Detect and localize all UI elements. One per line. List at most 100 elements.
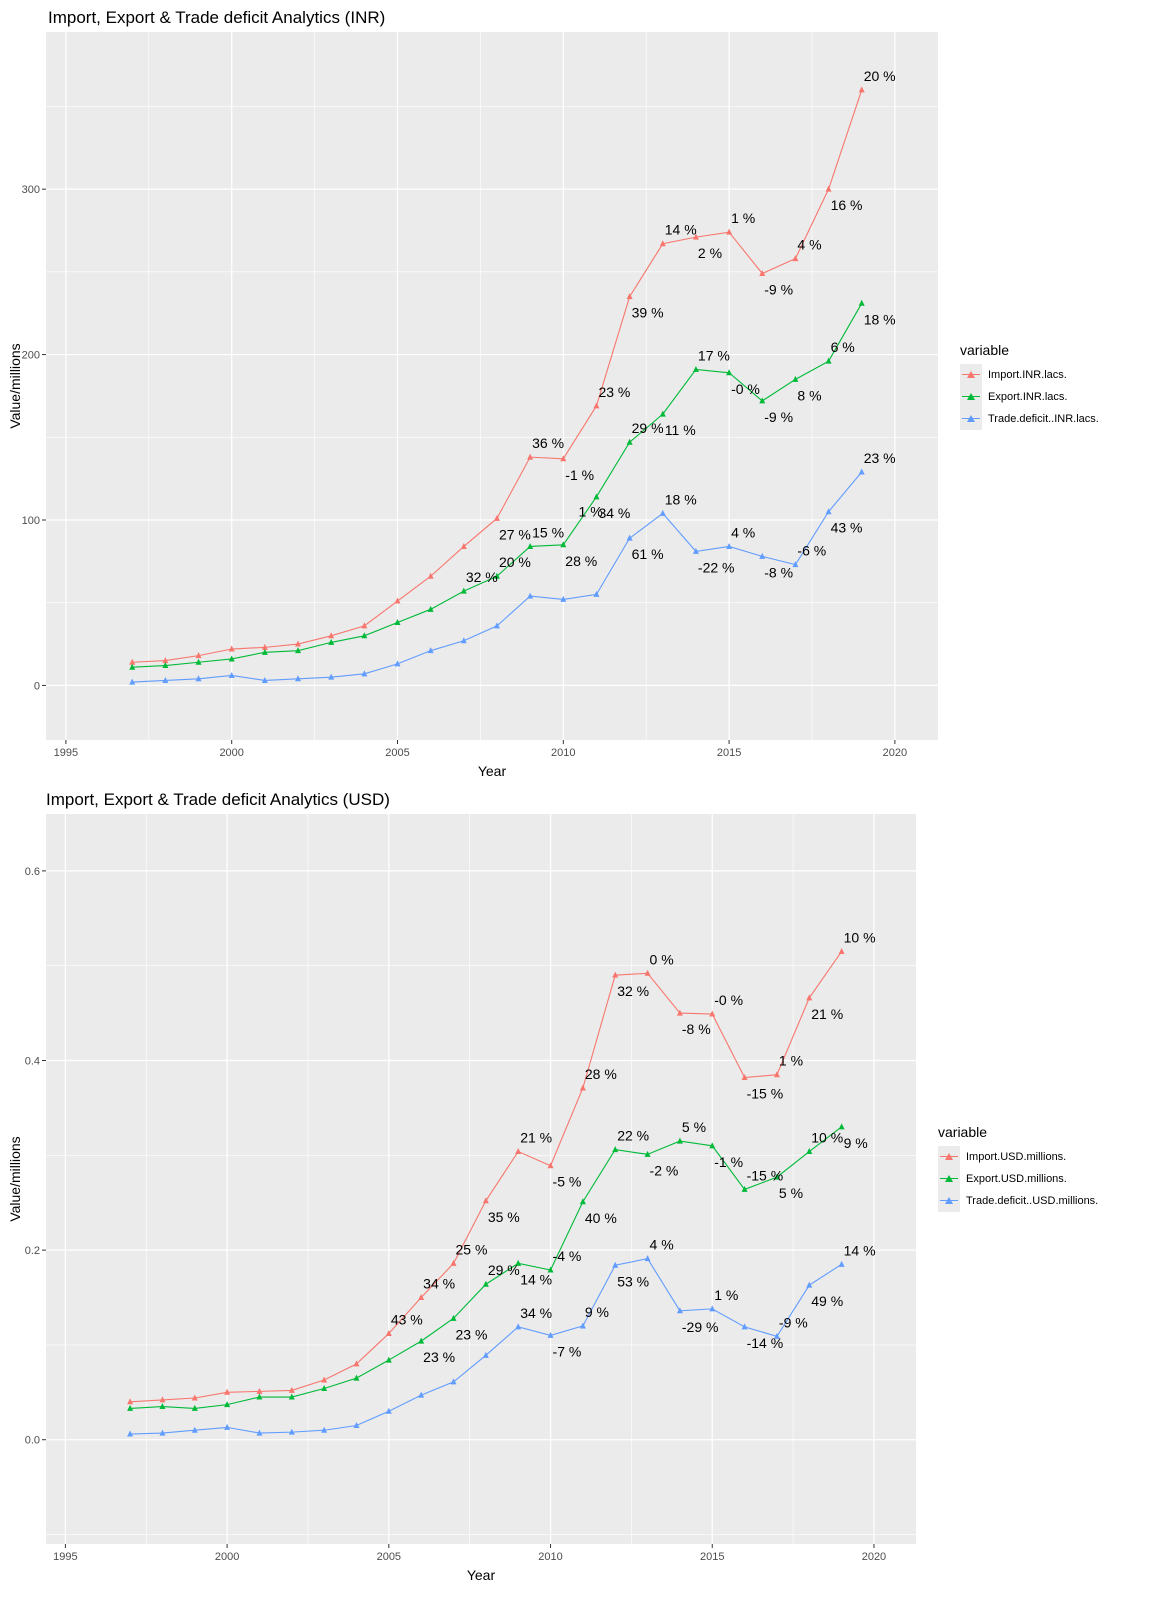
chart-title: Import, Export & Trade deficit Analytics…: [46, 790, 390, 809]
data-label: 21 %: [520, 1130, 552, 1146]
data-label: 22 %: [617, 1128, 649, 1144]
data-point: [427, 572, 434, 579]
data-label: -8 %: [764, 564, 793, 580]
legend-item-trade-deficit: Trade.deficit..INR.lacs.: [960, 408, 1099, 430]
data-label: 20 %: [864, 68, 896, 84]
data-label: 28 %: [565, 553, 597, 569]
data-point: [195, 652, 202, 659]
data-point: [460, 637, 467, 644]
data-point: [385, 1330, 392, 1337]
data-label: 6 %: [831, 339, 855, 355]
data-point: [579, 1322, 586, 1329]
data-label: 9 %: [585, 1304, 609, 1320]
data-point: [321, 1376, 328, 1383]
legend-label: Import.INR.lacs.: [988, 369, 1067, 381]
data-point: [838, 1260, 845, 1267]
data-point: [394, 597, 401, 604]
y-axis-title: Value/millions: [7, 343, 23, 428]
data-point: [261, 648, 268, 655]
y-tick-label: 0.6: [25, 866, 40, 878]
data-label: -7 %: [553, 1343, 582, 1359]
data-label: -14 %: [747, 1335, 784, 1351]
plot-panel: [46, 32, 938, 740]
data-point: [321, 1385, 328, 1392]
legend-item-export: Export.USD.millions.: [938, 1168, 1098, 1190]
data-label: 5 %: [682, 1119, 706, 1135]
data-point: [427, 605, 434, 612]
data-point: [676, 1009, 683, 1016]
data-point: [806, 1148, 813, 1155]
data-point: [626, 534, 633, 541]
data-point: [228, 645, 235, 652]
data-point: [593, 590, 600, 597]
data-label: -1 %: [714, 1154, 743, 1170]
y-tick-label: 300: [22, 184, 40, 196]
data-point: [692, 547, 699, 554]
data-label: 4 %: [797, 237, 821, 253]
data-point: [493, 622, 500, 629]
data-label: 34 %: [423, 1276, 455, 1292]
data-label: 23 %: [423, 1349, 455, 1365]
data-point: [361, 622, 368, 629]
data-point: [612, 971, 619, 978]
data-label: 1 %: [579, 504, 603, 520]
chart-title: Import, Export & Trade deficit Analytics…: [48, 8, 386, 27]
data-point: [792, 561, 799, 568]
data-label: -0 %: [714, 992, 743, 1008]
data-label: -2 %: [650, 1162, 679, 1178]
legend-key-export: [960, 386, 982, 408]
data-point: [129, 678, 136, 685]
data-point: [195, 658, 202, 665]
x-tick-label: 2005: [377, 1551, 401, 1563]
data-point: [361, 632, 368, 639]
data-point: [515, 1323, 522, 1330]
data-point: [659, 240, 666, 247]
data-point: [527, 542, 534, 549]
x-tick-label: 2020: [883, 747, 907, 759]
data-label: 5 %: [779, 1185, 803, 1201]
data-point: [195, 675, 202, 682]
data-label: 11 %: [665, 422, 696, 438]
data-label: 40 %: [585, 1210, 617, 1226]
data-point: [224, 1423, 231, 1430]
data-label: 17 %: [698, 347, 730, 363]
legend-label: Export.USD.millions.: [966, 1173, 1067, 1185]
data-point: [385, 1356, 392, 1363]
data-point: [450, 1314, 457, 1321]
data-point: [385, 1407, 392, 1414]
data-point: [659, 410, 666, 417]
data-label: -6 %: [797, 543, 826, 559]
data-point: [726, 542, 733, 549]
legend-title: variable: [960, 342, 1010, 358]
data-point: [560, 541, 567, 548]
data-point: [759, 552, 766, 559]
data-label: -0 %: [731, 381, 760, 397]
data-point: [394, 660, 401, 667]
data-point: [626, 438, 633, 445]
data-point: [612, 1261, 619, 1268]
data-label: 1 %: [731, 210, 755, 226]
legend-key-trade-deficit: [938, 1190, 960, 1212]
data-point: [547, 1162, 554, 1169]
x-tick-label: 2015: [700, 1551, 724, 1563]
data-point: [353, 1374, 360, 1381]
data-point: [644, 1255, 651, 1262]
legend-key-export: [938, 1168, 960, 1190]
data-point: [515, 1259, 522, 1266]
data-point: [579, 1198, 586, 1205]
data-point: [256, 1393, 263, 1400]
chart-usd: Import, Export & Trade deficit Analytics…: [0, 790, 1152, 1612]
legend-title: variable: [938, 1124, 988, 1140]
data-label: 9 %: [844, 1135, 868, 1151]
data-point: [644, 1150, 651, 1157]
data-label: 15 %: [532, 524, 564, 540]
y-tick-label: 100: [22, 515, 40, 527]
data-label: 61 %: [632, 546, 664, 562]
data-point: [228, 671, 235, 678]
data-point: [191, 1426, 198, 1433]
data-label: 29 %: [488, 1262, 520, 1278]
y-tick-label: 0.4: [25, 1055, 40, 1067]
data-point: [773, 1071, 780, 1078]
x-tick-label: 2000: [219, 747, 243, 759]
data-point: [858, 86, 865, 93]
